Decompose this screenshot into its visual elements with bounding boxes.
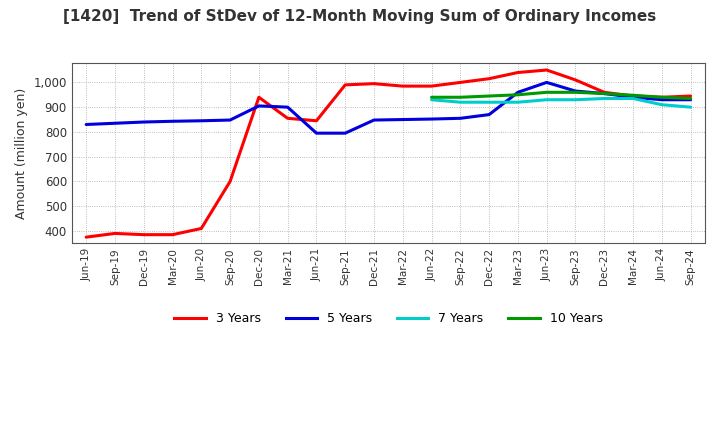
- 3 Years: [312, 118, 321, 124]
- 7 Years: [600, 96, 608, 101]
- 5 Years: [168, 119, 177, 124]
- 3 Years: [629, 93, 637, 99]
- 5 Years: [226, 117, 235, 123]
- 3 Years: [686, 93, 695, 99]
- 7 Years: [485, 99, 493, 105]
- 5 Years: [341, 131, 349, 136]
- 10 Years: [657, 95, 666, 100]
- 5 Years: [686, 97, 695, 103]
- 5 Years: [600, 91, 608, 96]
- 5 Years: [456, 116, 464, 121]
- Line: 5 Years: 5 Years: [86, 82, 690, 133]
- 5 Years: [513, 90, 522, 95]
- 10 Years: [485, 93, 493, 99]
- 3 Years: [341, 82, 349, 88]
- 3 Years: [369, 81, 378, 86]
- 5 Years: [657, 97, 666, 103]
- 7 Years: [542, 97, 551, 103]
- 3 Years: [168, 232, 177, 237]
- 5 Years: [140, 119, 148, 125]
- 10 Years: [629, 93, 637, 98]
- 7 Years: [686, 105, 695, 110]
- 5 Years: [485, 112, 493, 117]
- 3 Years: [398, 84, 407, 89]
- 5 Years: [427, 117, 436, 122]
- 5 Years: [312, 131, 321, 136]
- 7 Years: [629, 96, 637, 101]
- 3 Years: [140, 232, 148, 237]
- Line: 10 Years: 10 Years: [431, 92, 690, 99]
- 10 Years: [571, 90, 580, 95]
- 3 Years: [456, 80, 464, 85]
- 10 Years: [427, 95, 436, 100]
- 5 Years: [369, 117, 378, 123]
- 7 Years: [657, 102, 666, 107]
- 3 Years: [255, 95, 264, 100]
- 5 Years: [284, 105, 292, 110]
- 10 Years: [513, 92, 522, 97]
- 5 Years: [82, 122, 91, 127]
- Line: 3 Years: 3 Years: [86, 70, 690, 237]
- 7 Years: [513, 99, 522, 105]
- 5 Years: [629, 95, 637, 100]
- 7 Years: [427, 97, 436, 103]
- Text: [1420]  Trend of StDev of 12-Month Moving Sum of Ordinary Incomes: [1420] Trend of StDev of 12-Month Moving…: [63, 9, 657, 24]
- 10 Years: [600, 91, 608, 96]
- 3 Years: [657, 95, 666, 100]
- 5 Years: [111, 121, 120, 126]
- 5 Years: [398, 117, 407, 122]
- 10 Years: [542, 90, 551, 95]
- 3 Years: [571, 77, 580, 83]
- Legend: 3 Years, 5 Years, 7 Years, 10 Years: 3 Years, 5 Years, 7 Years, 10 Years: [169, 308, 608, 330]
- 3 Years: [111, 231, 120, 236]
- 3 Years: [513, 70, 522, 75]
- 3 Years: [427, 84, 436, 89]
- 3 Years: [197, 226, 206, 231]
- 3 Years: [600, 90, 608, 95]
- 3 Years: [226, 179, 235, 184]
- 5 Years: [542, 80, 551, 85]
- Line: 7 Years: 7 Years: [431, 99, 690, 107]
- 10 Years: [686, 96, 695, 101]
- 5 Years: [197, 118, 206, 124]
- 3 Years: [82, 235, 91, 240]
- 7 Years: [456, 99, 464, 105]
- 5 Years: [571, 88, 580, 94]
- 3 Years: [542, 67, 551, 73]
- 3 Years: [485, 76, 493, 81]
- 7 Years: [571, 97, 580, 103]
- Y-axis label: Amount (million yen): Amount (million yen): [15, 88, 28, 219]
- 5 Years: [255, 103, 264, 109]
- 10 Years: [456, 95, 464, 100]
- 3 Years: [284, 116, 292, 121]
